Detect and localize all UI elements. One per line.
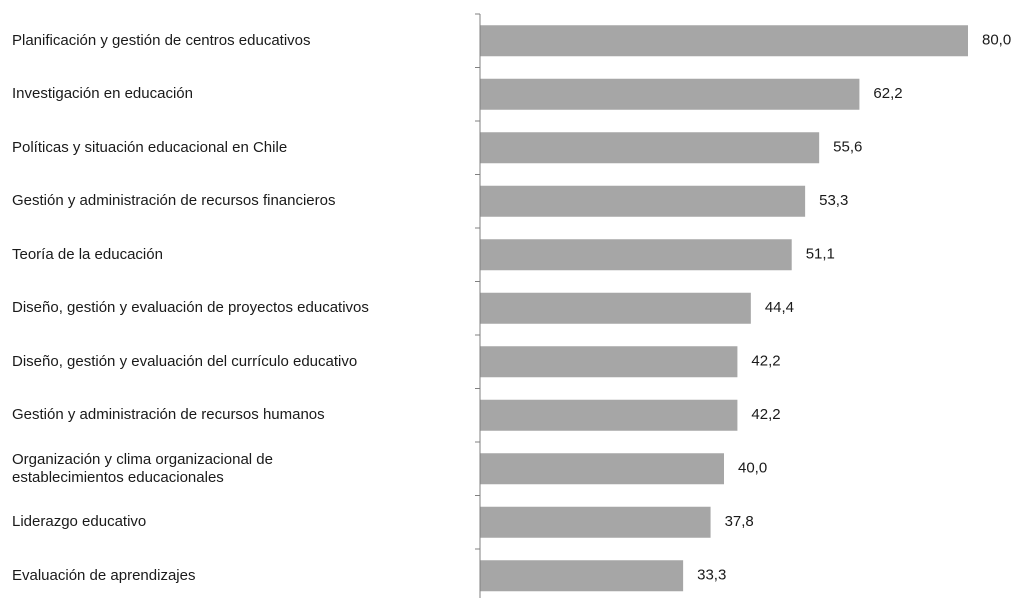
category-label: Teoría de la educación <box>12 245 163 263</box>
value-label: 44,4 <box>765 299 794 316</box>
value-label: 80,0 <box>982 32 1011 49</box>
bar <box>480 506 711 538</box>
bar <box>480 239 792 271</box>
bar <box>480 132 820 164</box>
value-label: 55,6 <box>833 139 862 156</box>
bar <box>480 560 684 592</box>
bar <box>480 399 738 431</box>
category-label: Evaluación de aprendizajes <box>12 566 196 584</box>
bar <box>480 292 751 324</box>
category-label: Políticas y situación educacional en Chi… <box>12 138 288 156</box>
category-label: Organización y clima organizacional de e… <box>12 450 273 486</box>
value-label: 51,1 <box>806 246 835 263</box>
bar <box>480 453 724 485</box>
value-label: 62,2 <box>873 85 902 102</box>
bar <box>480 25 968 57</box>
bar <box>480 185 806 217</box>
category-label: Diseño, gestión y evaluación del currícu… <box>12 352 358 370</box>
value-label: 33,3 <box>697 567 726 584</box>
value-label: 42,2 <box>751 406 780 423</box>
value-label: 53,3 <box>819 192 848 209</box>
value-label: 37,8 <box>725 513 754 530</box>
bar <box>480 346 738 378</box>
category-label: Diseño, gestión y evaluación de proyecto… <box>12 299 369 317</box>
category-label: Gestión y administración de recursos hum… <box>12 406 325 424</box>
value-label: 40,0 <box>738 460 767 477</box>
category-label: Planificación y gestión de centros educa… <box>12 31 311 49</box>
category-label: Gestión y administración de recursos fin… <box>12 192 336 210</box>
category-label: Investigación en educación <box>12 85 193 103</box>
bar <box>480 78 860 110</box>
value-label: 42,2 <box>751 353 780 370</box>
category-label: Liderazgo educativo <box>12 513 147 531</box>
